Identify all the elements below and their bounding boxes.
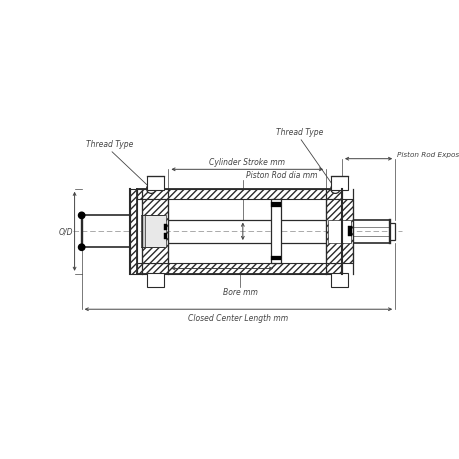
Bar [330, 177, 347, 190]
Text: O/D: O/D [58, 227, 73, 236]
Circle shape [330, 185, 339, 194]
Bar [389, 223, 394, 241]
Text: Thread Type: Thread Type [275, 128, 323, 136]
Bar [164, 233, 167, 240]
Bar [164, 224, 167, 230]
Circle shape [146, 185, 156, 194]
Bar [136, 190, 341, 200]
Text: Bore mm: Bore mm [222, 288, 257, 297]
Text: Cylinder Stroke mm: Cylinder Stroke mm [209, 158, 285, 167]
Bar [145, 216, 165, 248]
Bar [146, 177, 163, 190]
Bar [271, 203, 280, 207]
Bar [140, 216, 163, 248]
Bar [271, 200, 280, 263]
Text: Thread Type: Thread Type [86, 140, 134, 149]
Bar [327, 220, 350, 243]
Circle shape [78, 213, 84, 219]
Bar [325, 200, 352, 263]
Bar [130, 190, 136, 274]
Bar [271, 257, 280, 261]
Bar [136, 263, 341, 274]
Circle shape [78, 245, 84, 251]
Bar [141, 200, 168, 263]
Text: Piston Rod Exposed Length mm: Piston Rod Exposed Length mm [396, 151, 459, 157]
Bar [330, 273, 347, 287]
Bar [347, 227, 351, 237]
Text: Closed Center Length mm: Closed Center Length mm [188, 314, 288, 323]
Bar [146, 273, 163, 287]
Text: Piston Rod dia mm: Piston Rod dia mm [246, 170, 317, 179]
